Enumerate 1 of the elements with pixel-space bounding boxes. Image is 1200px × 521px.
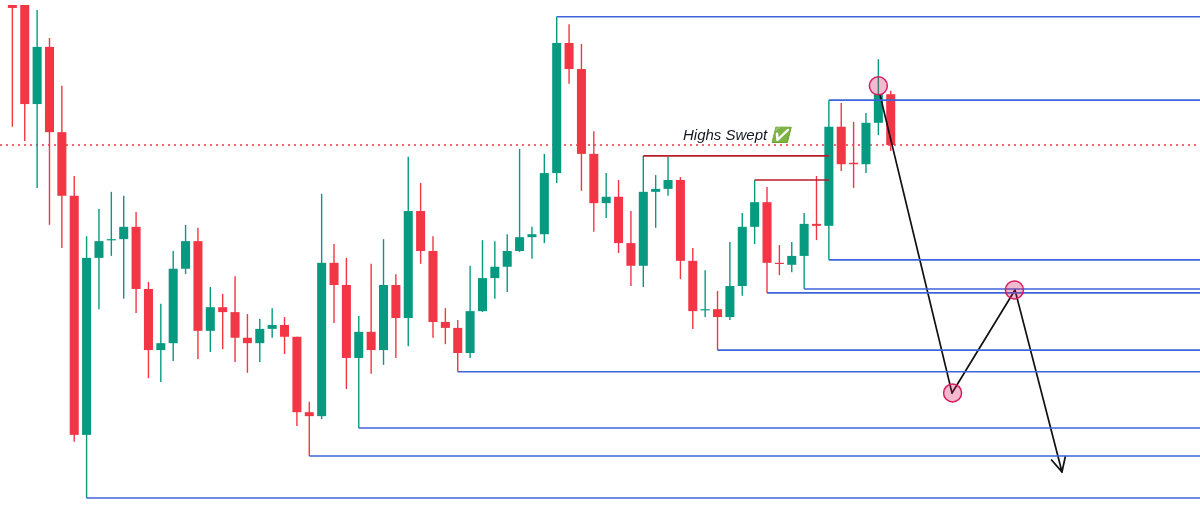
annotation: Highs Swept ✅: [683, 125, 791, 143]
